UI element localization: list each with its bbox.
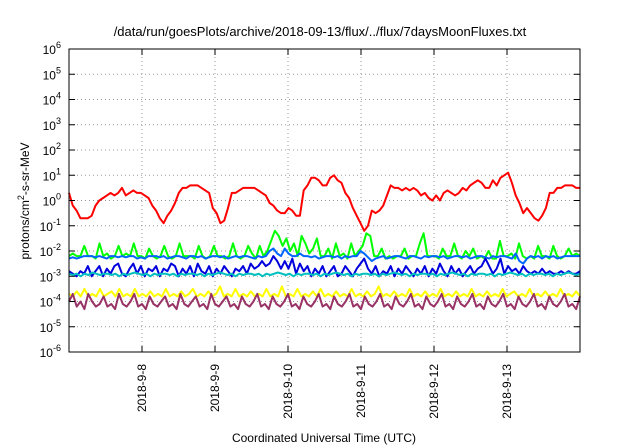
x-tick-label: 2018-9-10 (281, 364, 295, 419)
x-tick-label: 2018-9-13 (500, 364, 514, 419)
x-tick-label: 2018-9-8 (135, 364, 149, 412)
y-axis-label: protons/cm2-s-sr-MeV (16, 142, 32, 259)
x-axis-label: Coordinated Universal Time (UTC) (232, 431, 416, 445)
x-tick-label: 2018-9-12 (427, 364, 441, 419)
x-tick-label: 2018-9-11 (354, 364, 368, 418)
chart-title: /data/run/goesPlots/archive/2018-09-13/f… (114, 24, 527, 39)
x-tick-label: 2018-9-9 (208, 364, 222, 412)
